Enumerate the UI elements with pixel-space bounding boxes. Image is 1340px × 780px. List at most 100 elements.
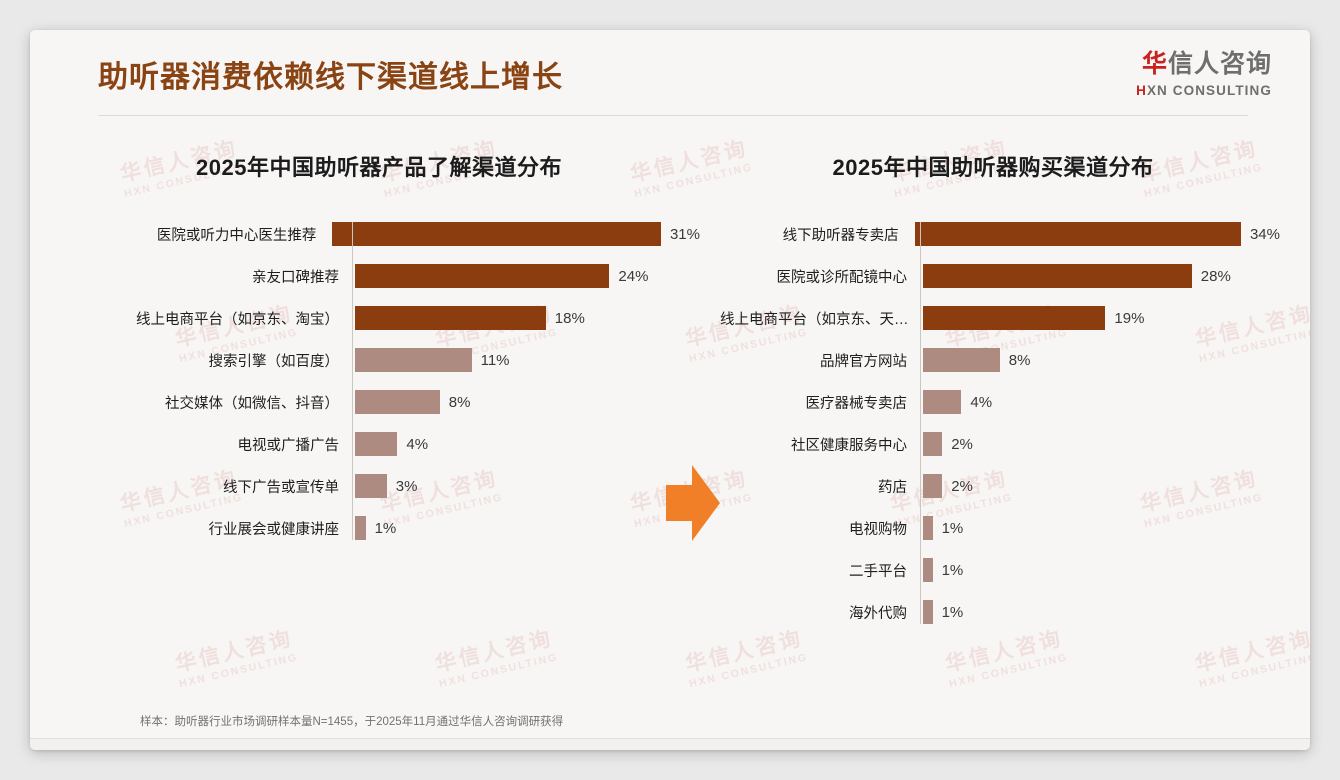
bar <box>923 264 1192 288</box>
bar-row: 社区健康服务中心 2% <box>720 432 1280 456</box>
bar-track: 11% <box>352 348 700 372</box>
logo-rest-chars: 信人咨询 <box>1167 50 1272 78</box>
bar-row: 线上电商平台（如京东、淘宝） 18% <box>80 306 700 330</box>
bar-value-label: 11% <box>480 351 510 369</box>
bar-track: 2% <box>920 474 1280 498</box>
bar-value-label: 2% <box>951 477 973 495</box>
bar-track: 8% <box>920 348 1280 372</box>
bar-category-label: 医疗器械专卖店 <box>805 395 908 412</box>
bar-value-label: 4% <box>970 393 993 411</box>
bar-category-label: 海外代购 <box>849 605 907 622</box>
bar <box>923 558 933 582</box>
logo-english-text: HXN CONSULTING <box>1136 84 1272 98</box>
chart-left-plot: 医院或听力中心医生推荐 31% 亲友口碑推荐 24% 线上电商平台（如京东、淘宝） 18%… <box>80 222 700 540</box>
bar <box>355 264 610 288</box>
bar-track: 4% <box>920 390 1280 414</box>
bar-category-label: 社交媒体（如微信、抖音） <box>165 395 339 412</box>
bar-value-label: 1% <box>374 519 397 537</box>
bar-row: 海外代购 1% <box>720 600 1280 624</box>
header-divider <box>98 115 1248 116</box>
logo-en-accent: H <box>1136 83 1147 98</box>
bar-category-label: 线上电商平台（如京东、淘宝） <box>136 311 339 328</box>
bar-row: 社交媒体（如微信、抖音） 8% <box>80 390 700 414</box>
bar-track: 28% <box>920 264 1280 288</box>
bar-category-label: 线下助听器专卖店 <box>782 227 899 244</box>
bar-track: 24% <box>352 264 700 288</box>
bar <box>923 432 943 456</box>
bar-value-label: 19% <box>1114 309 1145 327</box>
chart-awareness-channels: 2025年中国助听器产品了解渠道分布 医院或听力中心医生推荐 31% 亲友口碑推荐 2… <box>80 150 700 680</box>
bar <box>355 306 546 330</box>
bar-row: 医疗器械专卖店 4% <box>720 390 1280 414</box>
bar-row: 医院或听力中心医生推荐 31% <box>80 222 700 246</box>
bar-track: 18% <box>352 306 700 330</box>
bar <box>923 390 962 414</box>
bar-value-label: 24% <box>618 267 649 285</box>
logo-chinese-text: 华信人咨询 <box>1136 52 1272 77</box>
bar-value-label: 31% <box>669 225 700 243</box>
bar-category-label: 线上电商平台（如京东、天… <box>720 311 909 328</box>
bar-category-label: 医院或诊所配镜中心 <box>776 269 908 286</box>
chart-right-axis <box>920 222 921 624</box>
bar-category-label: 品牌官方网站 <box>820 353 907 370</box>
bar <box>923 474 943 498</box>
bar-value-label: 4% <box>406 435 429 453</box>
bar-track: 19% <box>920 306 1280 330</box>
bar-category-label: 线下广告或宣传单 <box>223 479 339 496</box>
bar <box>355 516 366 540</box>
bar-row: 药店 2% <box>720 474 1280 498</box>
bar-category-label: 电视购物 <box>849 521 907 538</box>
bar-value-label: 2% <box>951 435 973 453</box>
bar <box>332 222 661 246</box>
page-title: 助听器消费依赖线下渠道线上增长 <box>98 61 563 94</box>
bar <box>923 516 933 540</box>
bar-track: 31% <box>329 222 700 246</box>
bar-row: 亲友口碑推荐 24% <box>80 264 700 288</box>
bar-row: 线下助听器专卖店 34% <box>720 222 1280 246</box>
bar-track: 2% <box>920 432 1280 456</box>
bar-category-label: 医院或听力中心医生推荐 <box>156 227 317 244</box>
bar <box>914 222 1241 246</box>
bar-value-label: 18% <box>554 309 585 327</box>
logo-accent-char: 华 <box>1141 50 1168 78</box>
bar-category-label: 行业展会或健康讲座 <box>208 521 340 538</box>
bar <box>355 348 472 372</box>
bar-row: 二手平台 1% <box>720 558 1280 582</box>
chart-right-title: 2025年中国助听器购买渠道分布 <box>832 155 1154 180</box>
bar-row: 品牌官方网站 8% <box>720 348 1280 372</box>
chart-left-axis <box>352 222 353 540</box>
bar-category-label: 搜索引擎（如百度） <box>208 353 340 370</box>
bar-track: 4% <box>352 432 700 456</box>
bar-category-label: 社区健康服务中心 <box>791 437 907 454</box>
slide-header: 助听器消费依赖线下渠道线上增长 华信人咨询 HXN CONSULTING <box>30 30 1310 108</box>
bar-track: 1% <box>920 558 1280 582</box>
bar <box>355 390 440 414</box>
bar-track: 3% <box>352 474 700 498</box>
bar-value-label: 1% <box>941 561 964 579</box>
bar <box>923 306 1106 330</box>
bar-row: 线下广告或宣传单 3% <box>80 474 700 498</box>
slide-card: 华信人咨询 HXN CONSULTING 华信人咨询 HXN CONSULTING 华信… <box>30 30 1310 750</box>
slide-footer: ©2026.1 HXR华信人咨询 www.hxrcon.com <box>30 739 1310 750</box>
bar-row: 医院或诊所配镜中心 28% <box>720 264 1280 288</box>
bar-value-label: 1% <box>941 519 964 537</box>
company-logo: 华信人咨询 HXN CONSULTING <box>1136 52 1272 98</box>
bar-row: 搜索引擎（如百度） 11% <box>80 348 700 372</box>
footer-divider <box>30 738 1310 739</box>
bar-value-label: 28% <box>1200 267 1231 285</box>
bar <box>923 600 933 624</box>
logo-en-rest: XN CONSULTING <box>1146 83 1272 98</box>
bar-category-label: 药店 <box>878 479 907 496</box>
bar <box>355 474 387 498</box>
source-note: 样本：助听器行业市场调研样本量N=1455，于2025年11月通过华信人咨询调研… <box>140 716 564 728</box>
bar-row: 线上电商平台（如京东、天… 19% <box>720 306 1280 330</box>
bar-category-label: 电视或广播广告 <box>237 437 340 454</box>
bar-value-label: 8% <box>1008 351 1031 369</box>
chart-left-title: 2025年中国助听器产品了解渠道分布 <box>196 155 562 180</box>
bar-category-label: 二手平台 <box>849 563 907 580</box>
right-arrow-icon <box>666 465 720 541</box>
bar-track: 34% <box>912 222 1280 246</box>
chart-purchase-channels: 2025年中国助听器购买渠道分布 线下助听器专卖店 34% 医院或诊所配镜中心 28%… <box>720 150 1280 680</box>
bar-row: 电视购物 1% <box>720 516 1280 540</box>
bar <box>355 432 398 456</box>
